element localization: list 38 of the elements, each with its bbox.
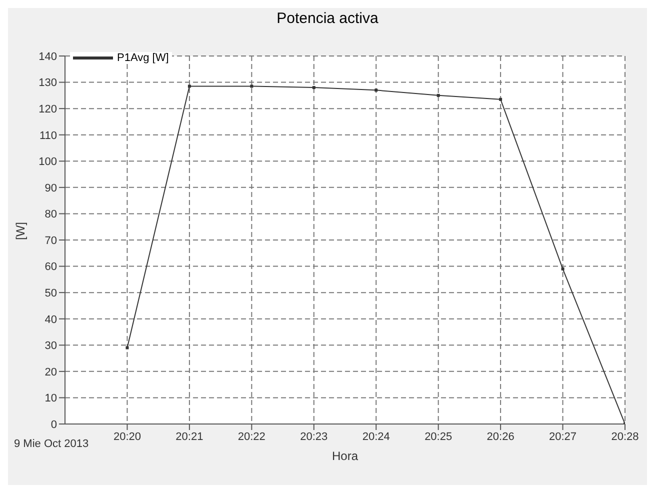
y-tick-label: 120: [38, 103, 57, 116]
point: [126, 346, 129, 350]
y-tick-label: 60: [44, 261, 57, 274]
x-tick-label: 20:22: [238, 430, 266, 443]
y-tick-label: 130: [38, 77, 57, 90]
y-tick-label: 30: [44, 340, 57, 352]
x-tick-label: 20:26: [486, 430, 514, 443]
x-tick-label: 20:28: [611, 430, 639, 443]
y-tick-label: 40: [44, 314, 57, 326]
y-tick-label: 80: [44, 208, 57, 221]
y-tick-label: 140: [38, 50, 57, 63]
x-tick-label: 20:21: [176, 430, 204, 443]
y-tick-label: 70: [44, 234, 57, 247]
x-tick-label: 20:20: [113, 430, 141, 443]
point: [561, 267, 564, 270]
y-tick-label: 50: [44, 287, 57, 300]
point: [499, 98, 502, 101]
point: [436, 94, 440, 97]
point: [188, 84, 191, 88]
line-series: [126, 84, 625, 424]
y-tick-label: 20: [44, 366, 57, 378]
x-tick-label: 20:27: [549, 430, 577, 443]
point: [312, 86, 316, 90]
y-tick-label: 110: [39, 130, 57, 142]
y-tick-label: 0: [50, 418, 57, 431]
y-tick-label: 100: [38, 156, 57, 168]
y-tick-label: 10: [44, 392, 57, 405]
x-axis-title: Hora: [332, 449, 358, 463]
text: 9 Mie Oct 2013: [14, 438, 89, 450]
point: [250, 84, 254, 88]
x-tick-label: 20:25: [424, 430, 452, 443]
point: [374, 88, 378, 92]
x-tick-label: 20:24: [362, 430, 390, 443]
y-axis-title: [W]: [13, 222, 28, 240]
chart-title: Potencia activa: [276, 9, 380, 29]
legend-label: P1Avg [W]: [117, 52, 169, 64]
x-tick-label: 20:23: [300, 430, 328, 443]
y-tick-label: 90: [44, 182, 57, 194]
